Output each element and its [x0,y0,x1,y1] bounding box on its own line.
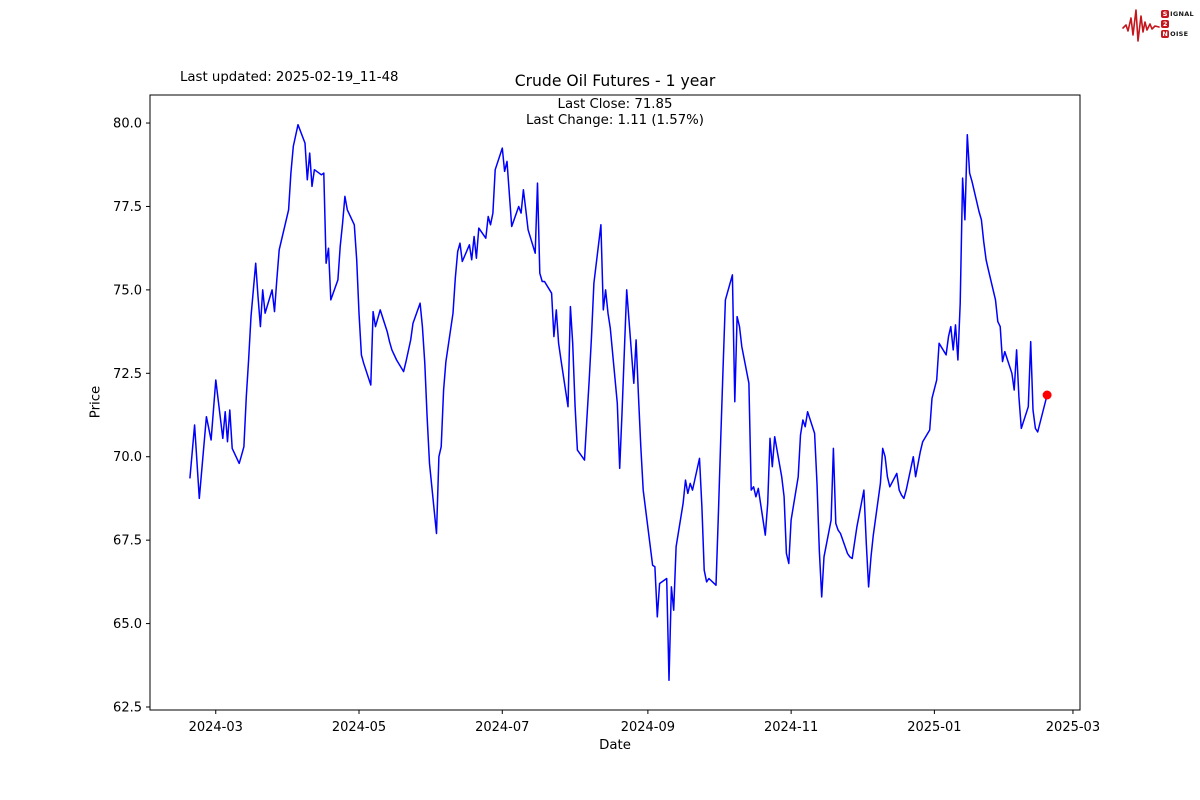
logo-row-2: 2 [1161,19,1194,29]
logo-letterbox-2: 2 [1161,20,1170,28]
y-tick-label: 75.0 [113,283,142,298]
y-tick-label: 62.5 [113,700,142,715]
chart-subtitle: Last Close: 71.85 Last Change: 1.11 (1.5… [526,97,704,129]
logo-wordmark: S IGNAL 2 N OISE [1161,9,1194,39]
heartbeat-waveform-icon [1122,9,1160,42]
last-updated-text: Last updated: 2025-02-19_11-48 [180,70,399,85]
y-tick-label: 72.5 [113,367,142,382]
x-tick-label: 2025-01 [907,720,961,735]
last-change-text: Last Change: 1.11 (1.57%) [526,113,704,128]
signal2noise-logo: S IGNAL 2 N OISE [1122,3,1194,45]
logo-word-noise-rest: OISE [1170,30,1189,38]
x-tick-label: 2024-09 [621,720,675,735]
y-tick-label: 70.0 [113,450,142,465]
logo-row-noise: N OISE [1161,29,1194,39]
last-close-text: Last Close: 71.85 [557,97,673,112]
y-tick-label: 65.0 [113,617,142,632]
x-tick-label: 2024-11 [764,720,818,735]
y-tick-label: 80.0 [113,117,142,132]
last-close-dot [1042,390,1052,400]
plot-frame [149,94,1081,711]
logo-word-signal-rest: IGNAL [1170,10,1194,18]
x-tick-label: 2025-03 [1046,720,1100,735]
chart-title: Crude Oil Futures - 1 year [514,72,716,90]
x-axis-label: Date [599,738,631,753]
logo-letterbox-s: S [1161,10,1170,18]
y-tick-label: 67.5 [113,534,142,549]
y-axis-label: Price [88,385,104,419]
x-tick-label: 2024-03 [189,720,243,735]
x-tick-label: 2024-07 [475,720,529,735]
y-tick-label: 77.5 [113,200,142,215]
price-line [189,123,1048,682]
logo-letterbox-n: N [1161,30,1170,38]
x-tick-label: 2024-05 [332,720,386,735]
logo-row-signal: S IGNAL [1161,9,1194,19]
